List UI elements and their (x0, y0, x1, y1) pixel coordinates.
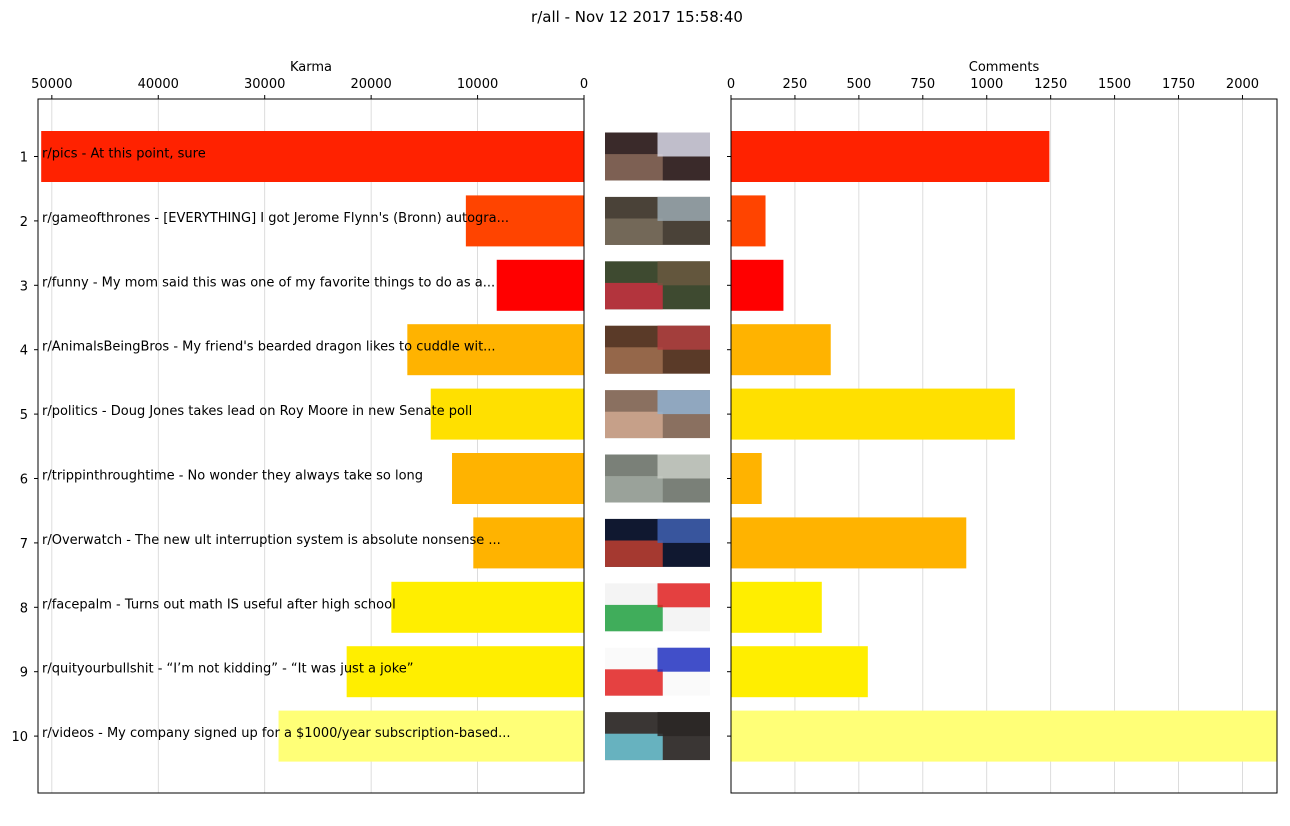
karma-bar (278, 710, 584, 762)
rank-tick-label: 9 (20, 666, 28, 681)
karma-bar (465, 195, 584, 247)
karma-tick-label: 40000 (138, 77, 179, 92)
post-thumbnail (605, 196, 710, 245)
rank-tick-label: 7 (20, 537, 28, 552)
rank-tick-label: 1 (20, 151, 28, 166)
karma-bar-labels: r/pics - At this point, sure r/gameofthro… (42, 147, 511, 742)
post-thumbnail (605, 390, 710, 439)
post-thumbnail (605, 132, 710, 181)
rank-tick-label: 5 (20, 408, 28, 423)
comments-bar (731, 710, 1277, 762)
post-title-label: r/facepalm - Turns out math IS useful af… (42, 597, 396, 612)
comments-bar (731, 646, 868, 698)
comments-tick-label: 1000 (970, 77, 1003, 92)
rank-tick-label: 8 (20, 601, 28, 616)
karma-tick-label: 10000 (457, 77, 498, 92)
comments-tick-label: 2000 (1226, 77, 1259, 92)
comments-tick-label: 1500 (1098, 77, 1131, 92)
comments-bar (731, 388, 1015, 440)
karma-bar (430, 388, 584, 440)
karma-bars (41, 131, 584, 762)
karma-bar (452, 453, 584, 504)
comments-tick-label: 0 (727, 77, 735, 92)
comments-tick-label: 1250 (1034, 77, 1067, 92)
comments-y-ticks (727, 156, 731, 737)
karma-axes-frame (37, 98, 585, 794)
comments-tick-label: 250 (783, 77, 808, 92)
comments-tick-label: 500 (846, 77, 871, 92)
karma-bar (473, 517, 584, 569)
karma-tick-label: 30000 (244, 77, 285, 92)
comments-bar (731, 259, 784, 311)
rank-tick-label: 3 (20, 279, 28, 294)
comments-tick-label: 1750 (1162, 77, 1195, 92)
comments-bar (731, 453, 762, 504)
comments-bars (731, 131, 1277, 762)
karma-axis-label: Karma (290, 60, 332, 75)
post-thumbnail (605, 518, 710, 567)
chart-title: r/all - Nov 12 2017 15:58:40 (531, 8, 743, 26)
comments-axis-label: Comments (969, 60, 1040, 75)
post-title-label: r/gameofthrones - [EVERYTHING] I got Jer… (42, 211, 509, 226)
comments-bar (731, 195, 766, 247)
karma-tick-label: 50000 (31, 77, 72, 92)
post-title-label: r/trippinthroughtime - No wonder they al… (42, 469, 423, 484)
post-thumbnail (605, 712, 710, 761)
comments-tick-label: 750 (910, 77, 935, 92)
karma-bar (41, 131, 584, 182)
post-thumbnail (605, 583, 710, 632)
post-thumbnail (605, 647, 710, 696)
post-title-label: r/funny - My mom said this was one of my… (42, 275, 495, 290)
karma-bar (391, 581, 584, 633)
post-title-label: r/Overwatch - The new ult interruption s… (42, 533, 501, 548)
comments-axes-frame (730, 98, 1278, 794)
rank-tick-label: 6 (20, 473, 28, 488)
karma-bar (496, 259, 584, 311)
rank-tick-label: 10 (11, 730, 28, 745)
comments-bar (731, 517, 967, 569)
comments-bar (731, 324, 831, 376)
post-thumbnail (605, 325, 710, 374)
comments-bar (731, 131, 1050, 182)
post-thumbnails (605, 132, 710, 761)
karma-x-ticks: 50000 40000 30000 20000 10000 0 (31, 77, 588, 99)
post-thumbnail (605, 261, 710, 310)
karma-tick-label: 20000 (350, 77, 391, 92)
comments-x-ticks: 0 250 500 750 1000 1250 1500 1750 2000 (727, 77, 1259, 99)
post-title-label: r/pics - At this point, sure (42, 147, 206, 162)
post-thumbnail (605, 454, 710, 503)
post-title-label: r/videos - My company signed up for a $1… (42, 726, 511, 741)
post-title-label: r/quityourbullshit - “I’m not kidding” -… (42, 662, 414, 677)
post-title-label: r/politics - Doug Jones takes lead on Ro… (42, 404, 472, 419)
comments-bar (731, 581, 822, 633)
karma-y-ticks: 1 2 3 4 5 6 7 8 9 10 (11, 151, 38, 745)
post-title-label: r/AnimalsBeingBros - My friend's bearded… (42, 340, 496, 355)
karma-tick-label: 0 (580, 77, 588, 92)
karma-bar (346, 646, 584, 698)
karma-bar (407, 324, 584, 376)
rank-tick-label: 4 (20, 344, 28, 359)
rank-tick-label: 2 (20, 215, 28, 230)
